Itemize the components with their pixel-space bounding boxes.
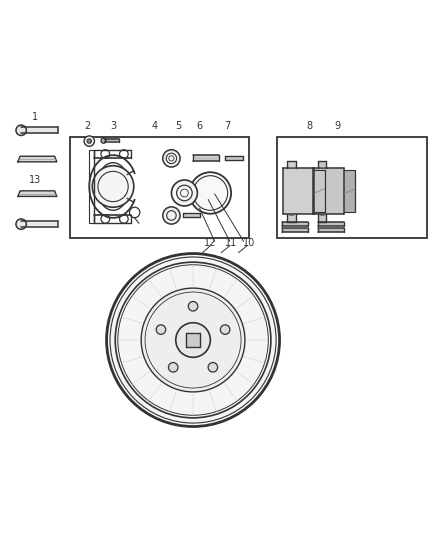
- Polygon shape: [287, 160, 296, 168]
- Circle shape: [84, 136, 95, 146]
- Polygon shape: [282, 228, 307, 232]
- Polygon shape: [313, 168, 344, 214]
- Polygon shape: [18, 191, 57, 197]
- Circle shape: [106, 254, 279, 426]
- Polygon shape: [186, 333, 201, 348]
- Text: 3: 3: [110, 121, 116, 131]
- Text: 1: 1: [32, 112, 38, 122]
- Polygon shape: [282, 222, 307, 226]
- Polygon shape: [344, 171, 355, 212]
- Circle shape: [92, 166, 134, 207]
- Text: 5: 5: [175, 121, 181, 131]
- Polygon shape: [21, 127, 58, 133]
- Polygon shape: [318, 222, 344, 226]
- Polygon shape: [287, 214, 296, 222]
- Circle shape: [208, 362, 218, 372]
- Polygon shape: [318, 214, 326, 222]
- Text: 13: 13: [29, 175, 41, 185]
- Polygon shape: [183, 213, 200, 217]
- Circle shape: [16, 219, 26, 229]
- Circle shape: [163, 207, 180, 224]
- Text: 7: 7: [225, 121, 231, 131]
- Text: 2: 2: [84, 121, 90, 131]
- Circle shape: [101, 138, 106, 143]
- Text: 10: 10: [243, 238, 255, 248]
- Text: 4: 4: [151, 121, 157, 131]
- Circle shape: [220, 325, 230, 334]
- Polygon shape: [318, 228, 344, 232]
- Polygon shape: [283, 168, 314, 214]
- Bar: [277, 137, 427, 238]
- Circle shape: [190, 172, 231, 214]
- Text: 12: 12: [204, 238, 216, 248]
- Polygon shape: [226, 156, 243, 160]
- Circle shape: [163, 150, 180, 167]
- Polygon shape: [318, 160, 326, 168]
- Circle shape: [141, 288, 245, 392]
- Circle shape: [176, 322, 210, 357]
- Circle shape: [188, 302, 198, 311]
- Bar: [70, 137, 249, 238]
- Text: 9: 9: [335, 121, 341, 131]
- Polygon shape: [314, 171, 325, 212]
- Polygon shape: [21, 221, 58, 227]
- Text: 11: 11: [225, 238, 237, 248]
- Circle shape: [87, 139, 92, 143]
- Polygon shape: [18, 156, 57, 162]
- Circle shape: [16, 125, 26, 135]
- Text: 6: 6: [197, 121, 203, 131]
- Circle shape: [171, 180, 198, 206]
- Circle shape: [169, 362, 178, 372]
- Text: 8: 8: [307, 121, 313, 131]
- Circle shape: [156, 325, 166, 334]
- Polygon shape: [193, 155, 219, 160]
- Polygon shape: [105, 139, 119, 142]
